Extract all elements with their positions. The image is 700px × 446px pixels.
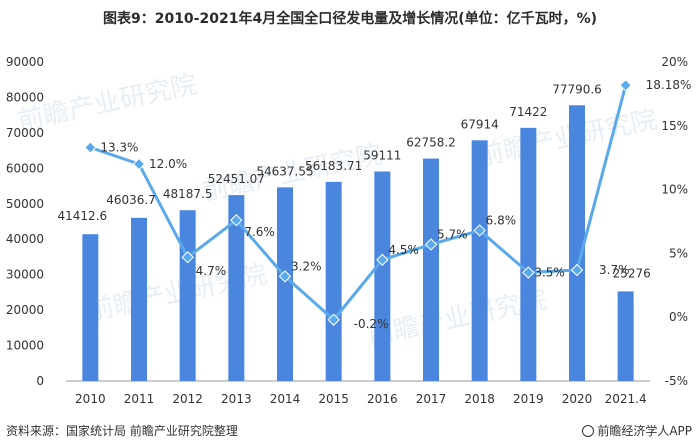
right-axis-tick-label: 0% [669,310,688,324]
growth-value-label: 6.8% [486,213,516,227]
x-axis-tick-label: 2018 [464,392,495,406]
growth-line-point [522,266,535,279]
data-labels: 41412.6 46036.7 48187.552451.0754637.55561… [58,78,692,331]
growth-value-label: 13.3% [100,140,138,154]
x-axis-tick-label: 2011 [124,392,155,406]
bar [277,187,293,381]
x-axis-tick-label: 2013 [221,392,252,406]
growth-line-point [181,251,194,264]
bar [423,158,439,381]
bar [569,105,585,381]
left-axis-tick-label: 30000 [6,268,44,282]
left-axis-tick-label: 80000 [6,90,44,104]
x-axis: 2010 2011 2012 2013 2014 2015 2016 2017 2018 2019… [66,380,650,406]
growth-line-point [132,157,146,171]
bar-value-label: 77790.6 [552,82,602,96]
bar [325,181,342,381]
left-axis-tick-label: 60000 [6,161,44,175]
bar [520,127,537,381]
bar-value-label: 41412.6 [58,209,108,223]
chart-title: 图表9：2010-2021年4月全国全口径发电量及增长情况(单位：亿千瓦时，%) [102,11,598,27]
growth-value-label: 3.7% [599,263,630,277]
x-axis-tick-label: 2020 [562,392,593,406]
growth-value-label: 3.5% [534,266,565,280]
growth-value-label: 4.5% [388,243,419,257]
brand-credit: 前瞻经济学人APP [582,422,692,439]
growth-line-point [84,141,97,154]
growth-value-label: 4.7% [196,264,227,278]
growth-value-label: 3.2% [291,259,322,273]
growth-line-point [619,79,632,92]
x-axis-tick-label: 2010 [75,392,106,406]
bar-value-label: 48187.5 [163,187,213,201]
growth-value-label: 18.18% [646,78,692,92]
bar-value-label: 67914 [461,117,499,131]
growth-line-point [424,238,438,251]
x-axis-tick-label: 2015 [318,392,349,406]
brand-text: 前瞻经济学人APP [597,424,692,438]
bar-value-label: 71422 [509,105,547,119]
growth-value-label: 7.6% [244,225,274,239]
left-axis-tick-label: 0 [36,374,44,388]
bar-value-label: 54637.55 [256,164,313,178]
bar [374,171,391,381]
bar-value-label: 59111 [363,148,401,162]
bar-value-label: 62758.2 [406,136,456,150]
x-axis-tick-label: 2016 [367,392,398,406]
right-axis-tick-label: 15% [661,119,688,133]
x-axis-tick-label: 2017 [416,392,447,406]
left-axis-tick-label: 70000 [6,126,44,140]
bar [228,195,245,381]
x-axis-tick-label: 2019 [513,392,544,406]
bar [471,140,488,381]
x-axis-tick-label: 2012 [172,392,203,406]
growth-line-point [230,214,243,227]
bars [82,105,634,381]
bar-value-label: 46036.7 [106,193,156,207]
left-axis-tick-label: 90000 [6,55,44,69]
left-axis-tick-label: 10000 [6,339,44,353]
left-axis-tick-label: 50000 [6,197,44,211]
right-axis-tick-label: 20% [661,55,688,69]
right-axis-tick-label: 5% [669,246,688,260]
bar-value-label: 52451.07 [208,172,265,186]
right-axis-tick-label: 10% [661,183,688,197]
growth-line-point [570,263,584,277]
growth-value-label: 5.7% [437,227,468,241]
growth-line-point [278,270,292,283]
growth-value-label: 12.0% [149,157,187,171]
bar-value-label: 25276 [613,266,651,280]
left-axis-tick-label: 40000 [6,232,44,246]
right-axis: -5% 0% 5% 10% 15% 20% [661,55,688,388]
growth-line-path [89,84,628,322]
growth-line [84,79,632,326]
growth-line-point [327,313,340,326]
bar [82,234,99,381]
left-axis: 0 10000 20000 30000 40000 50000 60000 70000 8000… [6,55,44,388]
left-axis-tick-label: 20000 [6,303,44,317]
bar-value-label: 56183.71 [305,159,362,173]
bar [617,291,634,381]
right-axis-tick-label: -5% [665,374,688,388]
growth-value-label: -0.2% [354,317,389,331]
bar [131,217,147,381]
bar [179,210,196,381]
growth-line-point [376,253,389,266]
x-axis-tick-label: 2014 [270,392,301,406]
source-note: 资料来源：国家统计局 前瞻产业研究院整理 [6,424,238,438]
x-axis-tick-label: 2021.4 [605,392,647,406]
watermark-text: 前瞻产业研究院 [475,105,659,172]
growth-line-point [473,224,486,237]
brand-logo-icon [582,425,595,437]
